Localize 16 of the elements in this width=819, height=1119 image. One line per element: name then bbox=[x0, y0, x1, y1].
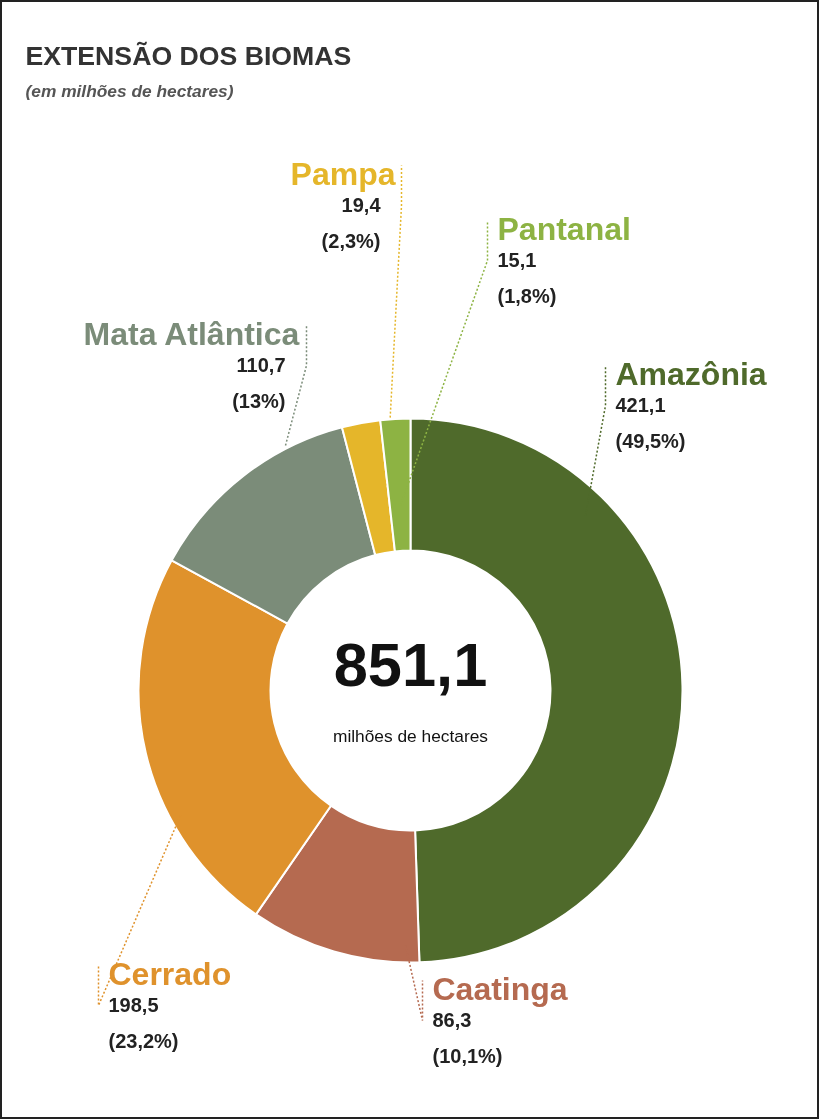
chart-title: EXTENSÃO DOS BIOMAS bbox=[25, 40, 352, 71]
slice-label: Cerrado bbox=[108, 955, 232, 992]
data-label: 19,4 (2,3%) bbox=[321, 193, 382, 252]
slice-label: Caatinga bbox=[432, 970, 568, 1007]
slice-label: Mata Atlântica bbox=[83, 315, 300, 352]
data-label: 110,7 (13%) bbox=[232, 353, 286, 412]
chart-subtitle: (em milhões de hectares) bbox=[25, 80, 234, 101]
text: milhões de hectares bbox=[332, 725, 489, 746]
data-label: 86,3 (10,1%) bbox=[432, 1008, 503, 1067]
text: 851,1 bbox=[333, 629, 488, 699]
data-label: 421,1 (49,5%) bbox=[615, 393, 686, 452]
data-label: 15,1 (1,8%) bbox=[497, 248, 557, 307]
data-label: 198,5 (23,2%) bbox=[108, 993, 179, 1052]
slice-label: Pantanal bbox=[497, 210, 631, 247]
slice-label: Pampa bbox=[290, 155, 396, 192]
slice-label: Amazônia bbox=[615, 355, 767, 392]
